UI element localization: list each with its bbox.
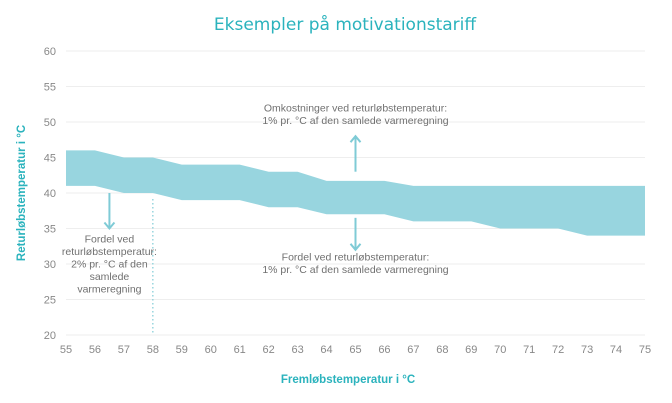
- x-tick-label: 69: [465, 344, 477, 356]
- y-tick-label: 50: [44, 117, 56, 129]
- benefit-annotation-right: Fordel ved returløbstemperatur:1% pr. °C…: [262, 217, 449, 276]
- x-tick-label: 73: [581, 344, 593, 356]
- chart-title: Eksempler på motivationstariff: [214, 14, 477, 35]
- x-tick-label: 56: [89, 344, 101, 356]
- x-tick-label: 72: [552, 344, 564, 356]
- x-tick-label: 61: [234, 344, 246, 356]
- y-tick-label: 60: [44, 46, 56, 58]
- y-tick-label: 25: [44, 295, 56, 307]
- x-tick-label: 58: [147, 344, 159, 356]
- x-tick-label: 60: [205, 344, 217, 356]
- arrow-down-icon: [103, 221, 116, 231]
- arrow-up-icon: [349, 134, 362, 143]
- arrow-down-icon: [349, 243, 362, 252]
- x-tick-label: 68: [436, 344, 448, 356]
- y-tick-label: 55: [44, 82, 56, 94]
- y-axis-ticks: 20 25 30 35 40 45 50 55 60: [44, 46, 56, 342]
- x-tick-label: 65: [349, 344, 361, 356]
- band-layer: [66, 150, 645, 236]
- band-area: [66, 150, 645, 236]
- x-tick-label: 55: [60, 344, 72, 356]
- y-tick-label: 30: [44, 259, 56, 271]
- x-tick-label: 67: [407, 344, 419, 356]
- x-tick-label: 71: [523, 344, 535, 356]
- y-tick-label: 20: [44, 330, 56, 342]
- annotation-text-line: varmeregning: [77, 284, 141, 296]
- x-tick-label: 70: [494, 344, 506, 356]
- x-axis-label: Fremløbstemperatur i °C: [281, 374, 415, 386]
- x-tick-label: 57: [118, 344, 130, 356]
- annotation-text-line: Fordel ved returløbstemperatur:: [282, 251, 430, 263]
- y-tick-label: 35: [44, 224, 56, 236]
- x-axis-ticks: 55 56 57 58 59 60 61 62 63 64 65 66 67 68 69 70 71 72 73 74…: [60, 344, 651, 356]
- annotation-text-line: Fordel ved: [85, 234, 135, 246]
- x-tick-label: 63: [291, 344, 303, 356]
- annotation-text-line: 1% pr. °C af den samlede varmeregning: [262, 264, 448, 276]
- cost-annotation: Omkostninger ved returløbstemperatur:1% …: [262, 102, 449, 172]
- annotation-text-line: returløbstemperatur:: [62, 246, 157, 258]
- annotation-text-line: 2% pr. °C af den: [71, 259, 148, 271]
- y-tick-label: 45: [44, 153, 56, 165]
- x-tick-label: 66: [378, 344, 390, 356]
- x-tick-label: 62: [263, 344, 275, 356]
- annotation-text-line: samlede: [90, 271, 130, 283]
- x-tick-label: 64: [320, 344, 332, 356]
- x-tick-label: 59: [176, 344, 188, 356]
- annotation-text-line: Omkostninger ved returløbstemperatur:: [264, 102, 447, 114]
- x-tick-label: 74: [610, 344, 622, 356]
- y-tick-label: 40: [44, 188, 56, 200]
- x-tick-label: 75: [639, 344, 651, 356]
- y-axis-label: Returløbstemperatur i °C: [16, 125, 28, 261]
- annotations: Omkostninger ved returløbstemperatur:1% …: [62, 102, 449, 295]
- annotation-text-line: 1% pr. °C af den samlede varmeregning: [262, 115, 448, 127]
